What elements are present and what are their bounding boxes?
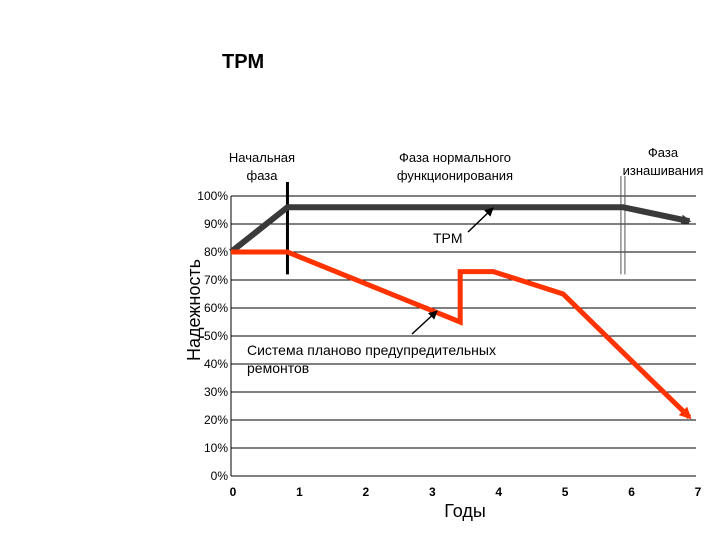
y-tick-label: 70% <box>204 273 228 287</box>
tpm-label: TPM <box>433 230 463 246</box>
y-tick-label: 10% <box>204 441 228 455</box>
y-tick-label: 50% <box>204 329 228 343</box>
y-tick-label: 0% <box>211 469 229 483</box>
x-tick-label: 5 <box>562 485 569 499</box>
phase-label-wear: изнашивания <box>623 163 704 178</box>
series-line-ppr <box>231 249 692 420</box>
x-tick-label: 1 <box>296 485 303 499</box>
phase-label-normal: Фаза нормального <box>399 150 511 165</box>
y-axis-title: Надежность <box>184 259 204 361</box>
ppr-label: ремонтов <box>247 360 309 376</box>
phase-label-normal: функционирования <box>397 168 513 183</box>
ppr-label: Система планово предупредительных <box>247 342 496 358</box>
y-tick-label: 100% <box>197 189 228 203</box>
ppr-pointer-arrow <box>411 310 438 335</box>
y-tick-label: 30% <box>204 385 228 399</box>
x-tick-label: 3 <box>429 485 436 499</box>
y-tick-labels: 0% 10% 20% 30% 40% 50% 60% 70% 80% 90% 100% <box>197 189 228 483</box>
x-tick-label: 0 <box>230 485 237 499</box>
x-axis-title: Годы <box>444 501 486 521</box>
phase-label-initial: Начальная <box>229 150 295 165</box>
x-tick-label: 7 <box>695 485 702 499</box>
phase-label-initial: фаза <box>247 168 279 183</box>
phase-boundaries <box>285 176 626 275</box>
tpm-pointer-arrow <box>467 207 494 233</box>
x-tick-labels: 0 1 2 3 4 5 6 7 <box>230 485 702 499</box>
grid-lines <box>230 195 696 477</box>
phase-label-wear: Фаза <box>648 145 679 160</box>
series-lines <box>229 204 692 420</box>
y-tick-label: 20% <box>204 413 228 427</box>
chart-title: TPM <box>222 51 264 73</box>
x-tick-label: 4 <box>495 485 502 499</box>
phase-labels: Начальная фаза Фаза нормального функциониро… <box>229 145 703 183</box>
annotations: TPM Система планово предупредительных ремо… <box>247 207 496 376</box>
x-tick-label: 6 <box>628 485 635 499</box>
y-tick-label: 40% <box>204 357 228 371</box>
x-tick-label: 2 <box>363 485 370 499</box>
series-line-tpm <box>229 204 692 255</box>
y-tick-label: 90% <box>204 217 228 231</box>
y-tick-label: 60% <box>204 301 228 315</box>
y-tick-label: 80% <box>204 245 228 259</box>
